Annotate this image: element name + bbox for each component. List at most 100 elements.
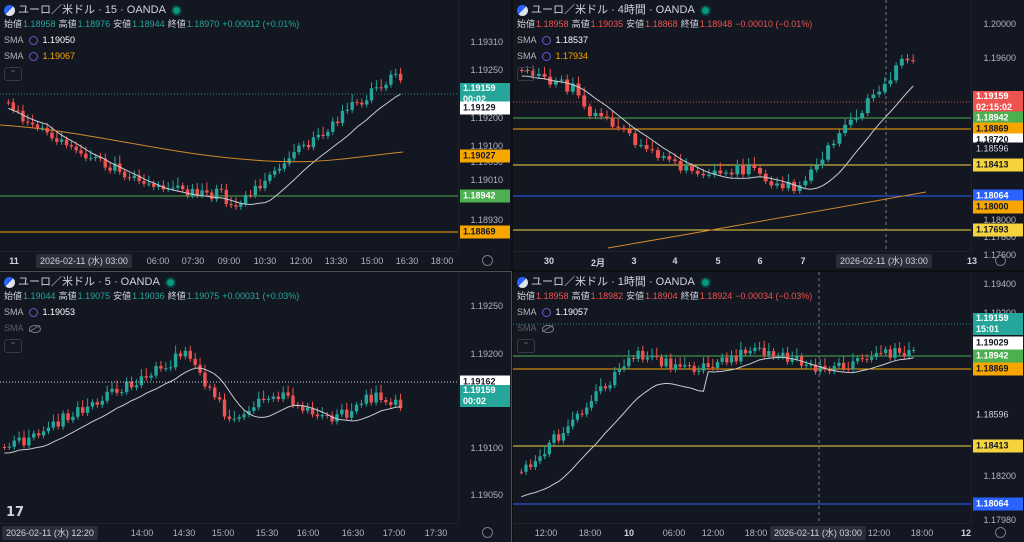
candle-body bbox=[636, 350, 640, 359]
time-tick-label: 13 bbox=[966, 256, 978, 266]
candle-body bbox=[757, 347, 762, 349]
symbol-title[interactable]: ユーロ／米ドル · 5 · OANDA bbox=[18, 276, 160, 288]
symbol-title-row[interactable]: ユーロ／米ドル · 4時間 · OANDA bbox=[517, 4, 815, 17]
settings-icon[interactable] bbox=[541, 308, 551, 317]
tradingview-logo[interactable]: 17 bbox=[6, 505, 25, 520]
chart-pane-1h[interactable]: ユーロ／米ドル · 1時間 · OANDA 始値1.18958 高値1.18982 安… bbox=[513, 272, 1024, 542]
settings-icon[interactable] bbox=[28, 52, 38, 61]
symbol-title[interactable]: ユーロ／米ドル · 15 · OANDA bbox=[18, 4, 166, 16]
candle-body bbox=[305, 407, 310, 411]
ohlc-value: 1.18982 bbox=[590, 291, 624, 301]
indicator-name[interactable]: SMA bbox=[517, 35, 537, 45]
timezone-icon[interactable] bbox=[482, 255, 493, 266]
settings-icon[interactable] bbox=[541, 36, 551, 45]
chart-canvas[interactable] bbox=[513, 272, 972, 524]
candle-body bbox=[142, 181, 146, 184]
time-axis[interactable]: 12:00 18:00 10 06:00 12:00 18:00 12:00 18:00 12 2… bbox=[513, 523, 972, 542]
candle-body bbox=[879, 353, 883, 355]
candle-body bbox=[712, 170, 717, 175]
plot-area[interactable] bbox=[513, 0, 1024, 270]
symbol-title-row[interactable]: ユーロ／米ドル · 5 · OANDA bbox=[4, 276, 302, 289]
timezone-icon[interactable] bbox=[995, 527, 1006, 538]
price-axis[interactable]: 1.200001.196001.184001.180001.178001.176… bbox=[971, 0, 1024, 260]
chart-canvas[interactable] bbox=[0, 272, 459, 524]
plot-area[interactable] bbox=[0, 0, 511, 270]
indicator-row[interactable]: SMA 1.19053 bbox=[4, 306, 302, 319]
chart-canvas[interactable] bbox=[0, 0, 459, 252]
candle-body bbox=[12, 440, 16, 447]
candle-body bbox=[281, 392, 285, 400]
chart-canvas[interactable] bbox=[513, 0, 972, 252]
candle-body bbox=[350, 101, 354, 110]
candle-body bbox=[664, 358, 668, 367]
candle-body bbox=[79, 150, 83, 154]
legend-header: ユーロ／米ドル · 4時間 · OANDA 始値1.18958 高値1.19035 安… bbox=[517, 4, 815, 81]
ohlc-key: 終値 bbox=[167, 19, 186, 29]
indicator-name[interactable]: SMA bbox=[517, 323, 537, 333]
plot-area[interactable] bbox=[0, 272, 511, 542]
plot-area[interactable] bbox=[513, 272, 1024, 542]
candle-body bbox=[124, 381, 129, 393]
candle-body bbox=[354, 404, 359, 412]
market-open-icon bbox=[701, 279, 709, 286]
collapse-legend-button[interactable]: ⌃ bbox=[517, 339, 535, 353]
candle-body bbox=[178, 353, 183, 357]
eye-hidden-icon[interactable] bbox=[541, 324, 554, 333]
price-axis[interactable]: 1.193101.192501.192001.191001.190501.190… bbox=[458, 0, 511, 252]
collapse-legend-button[interactable]: ⌃ bbox=[4, 67, 22, 81]
price-tick-label: 1.17980 bbox=[983, 515, 1016, 525]
candle-body bbox=[538, 456, 542, 462]
price-axis[interactable]: 1.19250 1.19200 1.19100 1.19050 1.19162 1.191… bbox=[458, 272, 511, 524]
chart-pane-5m[interactable]: ユーロ／米ドル · 5 · OANDA 始値1.19044 高値1.19075 安値1… bbox=[0, 271, 512, 542]
indicator-row[interactable]: SMA 1.17934 bbox=[517, 50, 815, 63]
ohlc-values: 始値1.18958 高値1.18982 安値1.18904 終値1.18924 −0.0… bbox=[517, 290, 815, 303]
candle-body bbox=[217, 397, 222, 400]
time-axis[interactable]: 30 2月 3 4 5 6 7 13 2026-02-11 (水) 03:00 bbox=[513, 251, 977, 270]
settings-icon[interactable] bbox=[541, 52, 551, 61]
candle-body bbox=[706, 363, 710, 367]
candle-body bbox=[122, 171, 127, 178]
indicator-row[interactable]: SMA bbox=[4, 322, 302, 335]
indicator-name[interactable]: SMA bbox=[517, 51, 537, 61]
indicator-name[interactable]: SMA bbox=[517, 307, 537, 317]
symbol-title-row[interactable]: ユーロ／米ドル · 1時間 · OANDA bbox=[517, 276, 815, 289]
time-tick-label: 06:00 bbox=[662, 528, 686, 538]
chart-pane-15m[interactable]: ユーロ／米ドル · 15 · OANDA 始値1.18958 高値1.18976 安値… bbox=[0, 0, 511, 270]
time-axis[interactable]: 11 06:00 07:30 09:00 10:30 12:00 13:30 15:00 16:… bbox=[0, 251, 459, 270]
indicator-name[interactable]: SMA bbox=[4, 51, 24, 61]
candle-body bbox=[277, 168, 282, 171]
eye-hidden-icon[interactable] bbox=[28, 324, 41, 333]
indicator-row[interactable]: SMA 1.19050 bbox=[4, 34, 302, 47]
chart-pane-4h[interactable]: ユーロ／米ドル · 4時間 · OANDA 始値1.18958 高値1.19035 安… bbox=[513, 0, 1024, 270]
price-label: 1.17693 bbox=[973, 223, 1023, 237]
indicator-row[interactable]: SMA 1.19057 bbox=[517, 306, 815, 319]
indicator-row[interactable]: SMA bbox=[517, 322, 815, 335]
collapse-legend-button[interactable]: ⌃ bbox=[517, 67, 535, 81]
candle-body bbox=[775, 183, 780, 186]
candle-body bbox=[40, 127, 45, 129]
timezone-icon[interactable] bbox=[482, 527, 493, 538]
symbol-title[interactable]: ユーロ／米ドル · 4時間 · OANDA bbox=[531, 4, 695, 16]
price-label: 1.18064 bbox=[973, 189, 1023, 203]
candle-body bbox=[185, 189, 190, 196]
timezone-icon[interactable] bbox=[995, 255, 1006, 266]
indicator-name[interactable]: SMA bbox=[4, 323, 24, 333]
collapse-legend-button[interactable]: ⌃ bbox=[4, 339, 22, 353]
settings-icon[interactable] bbox=[28, 36, 38, 45]
symbol-title[interactable]: ユーロ／米ドル · 1時間 · OANDA bbox=[531, 276, 695, 288]
indicator-row[interactable]: SMA 1.19067 bbox=[4, 50, 302, 63]
indicator-name[interactable]: SMA bbox=[4, 35, 24, 45]
price-axis[interactable]: 1.194001.192001.184001.182001.179801.191… bbox=[971, 272, 1024, 525]
symbol-title-row[interactable]: ユーロ／米ドル · 15 · OANDA bbox=[4, 4, 302, 17]
candle-body bbox=[888, 349, 892, 358]
settings-icon[interactable] bbox=[28, 308, 38, 317]
candle-body bbox=[638, 145, 643, 147]
time-tick-label: 06:00 bbox=[146, 256, 170, 266]
price-label: 1.18413 bbox=[973, 158, 1023, 172]
indicator-value: 1.19067 bbox=[42, 51, 76, 61]
indicator-name[interactable]: SMA bbox=[4, 307, 24, 317]
indicator-row[interactable]: SMA 1.18537 bbox=[517, 34, 815, 47]
time-axis[interactable]: 14:00 14:30 15:00 15:30 16:00 16:30 17:00 17:30… bbox=[0, 523, 459, 542]
price-label-value: 1.18942 bbox=[976, 112, 1009, 123]
